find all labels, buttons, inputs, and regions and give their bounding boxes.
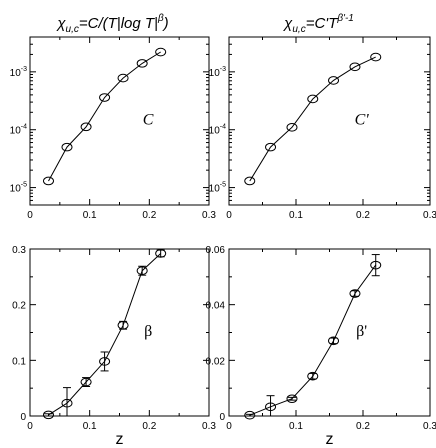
series-line xyxy=(249,264,377,416)
title-left-expr: =C/(T xyxy=(79,15,119,32)
data-point xyxy=(136,266,148,276)
y-tick-label: 0.02 xyxy=(206,356,226,367)
x-tick-label: 0.3 xyxy=(423,210,436,221)
data-point xyxy=(99,93,111,102)
y-tick-label: 10-3 xyxy=(209,66,226,79)
data-point xyxy=(244,176,256,186)
x-tick-label: 0 xyxy=(27,210,33,221)
x-tick-label: 0 xyxy=(27,421,33,432)
x-axis-label: z xyxy=(326,431,334,448)
data-point xyxy=(370,260,382,270)
x-tick-label: 0.2 xyxy=(356,210,370,221)
x-axis-label: z xyxy=(116,431,124,448)
data-point xyxy=(61,398,73,408)
data-point xyxy=(80,122,92,132)
title-right-expr: =C'T xyxy=(306,15,339,32)
series-line xyxy=(249,56,376,182)
data-point xyxy=(117,320,129,330)
title-right-base: χ xyxy=(282,15,293,32)
title-left-log: log T xyxy=(121,15,156,32)
data-point xyxy=(80,377,92,387)
x-tick-label: 0.2 xyxy=(356,421,370,432)
y-tick-label: 0.04 xyxy=(206,301,226,312)
data-point xyxy=(42,410,54,420)
data-point xyxy=(265,142,277,152)
panel-top-left: 0 0.1 0.2 0.3 10-5 10-4 10-3 C xyxy=(10,36,216,221)
x-tick-label: 0.3 xyxy=(423,421,436,432)
y-tick-label: 0 xyxy=(219,412,225,423)
data-point xyxy=(349,289,361,298)
y-tick-label: 10-5 xyxy=(10,182,27,195)
panel-annotation: β' xyxy=(356,323,367,340)
data-point xyxy=(61,142,73,152)
y-tick-label: 0.1 xyxy=(12,356,26,367)
x-tick-label: 0.3 xyxy=(202,210,216,221)
y-tick-label: 10-4 xyxy=(10,124,27,137)
data-point xyxy=(370,52,382,62)
y-tick-label: 10-3 xyxy=(10,66,27,79)
x-tick-label: 0.1 xyxy=(289,210,303,221)
panel-annotation: C' xyxy=(355,111,370,128)
y-tick-label: 0.3 xyxy=(12,245,26,256)
y-tick-label: 10-4 xyxy=(209,124,226,137)
data-point xyxy=(244,410,256,420)
data-point xyxy=(117,73,129,83)
data-point xyxy=(286,123,298,132)
panel-annotation: C xyxy=(143,111,154,128)
data-point xyxy=(265,402,277,412)
plot-frame xyxy=(29,36,210,206)
y-tick-label: 0.2 xyxy=(12,301,26,312)
data-point xyxy=(155,249,167,258)
title-right: χu,c=C'Tβ'-1 xyxy=(282,13,354,35)
panels: 0 0.1 0.2 0.3 10-5 10-4 10-3 C 0 0.1 0.2 0.3 10-5 10-… xyxy=(10,36,436,448)
plot-frame xyxy=(228,36,431,206)
x-tick-label: 0.1 xyxy=(83,421,97,432)
x-tick-label: 0 xyxy=(226,421,232,432)
x-tick-label: 0.1 xyxy=(83,210,97,221)
panel-annotation: β xyxy=(144,323,152,340)
data-point xyxy=(349,62,361,72)
data-point xyxy=(286,394,298,404)
title-left-bar2: | xyxy=(154,15,158,32)
x-tick-label: 0 xyxy=(226,210,232,221)
data-point xyxy=(328,336,340,346)
title-left-sub: u,c xyxy=(66,24,79,35)
y-tick-label: 0.06 xyxy=(206,245,226,256)
title-left-close: ) xyxy=(162,15,169,32)
data-point xyxy=(42,176,54,186)
data-point xyxy=(328,76,340,85)
data-point xyxy=(307,94,319,104)
data-point xyxy=(155,47,167,57)
x-tick-label: 0.1 xyxy=(289,421,303,432)
panel-bottom-right: 0 0.1 0.2 0.3 0 0.02 0.04 0.06 β' z xyxy=(206,245,436,448)
title-right-sup: β'-1 xyxy=(336,13,354,24)
x-tick-label: 0.3 xyxy=(202,421,216,432)
panel-bottom-left: 0 0.1 0.2 0.3 0 0.1 0.2 0.3 β z xyxy=(12,245,216,448)
x-tick-label: 0.2 xyxy=(142,421,156,432)
data-point xyxy=(136,59,148,68)
y-tick-label: 0 xyxy=(20,412,26,423)
title-left: χu,c=C/(T|log T|β) xyxy=(55,13,168,35)
title-right-sub: u,c xyxy=(292,24,305,35)
title-left-sup: β xyxy=(157,13,164,24)
y-tick-label: 10-5 xyxy=(209,182,226,195)
title-left-base: χ xyxy=(55,15,66,32)
data-point xyxy=(99,357,111,366)
x-tick-label: 0.2 xyxy=(142,210,156,221)
plot-frame xyxy=(228,248,431,417)
panel-top-right: 0 0.1 0.2 0.3 10-5 10-4 10-3 C' xyxy=(209,36,436,221)
data-point xyxy=(307,371,319,381)
series-line xyxy=(48,51,161,182)
title-left-bar: | xyxy=(117,15,121,32)
